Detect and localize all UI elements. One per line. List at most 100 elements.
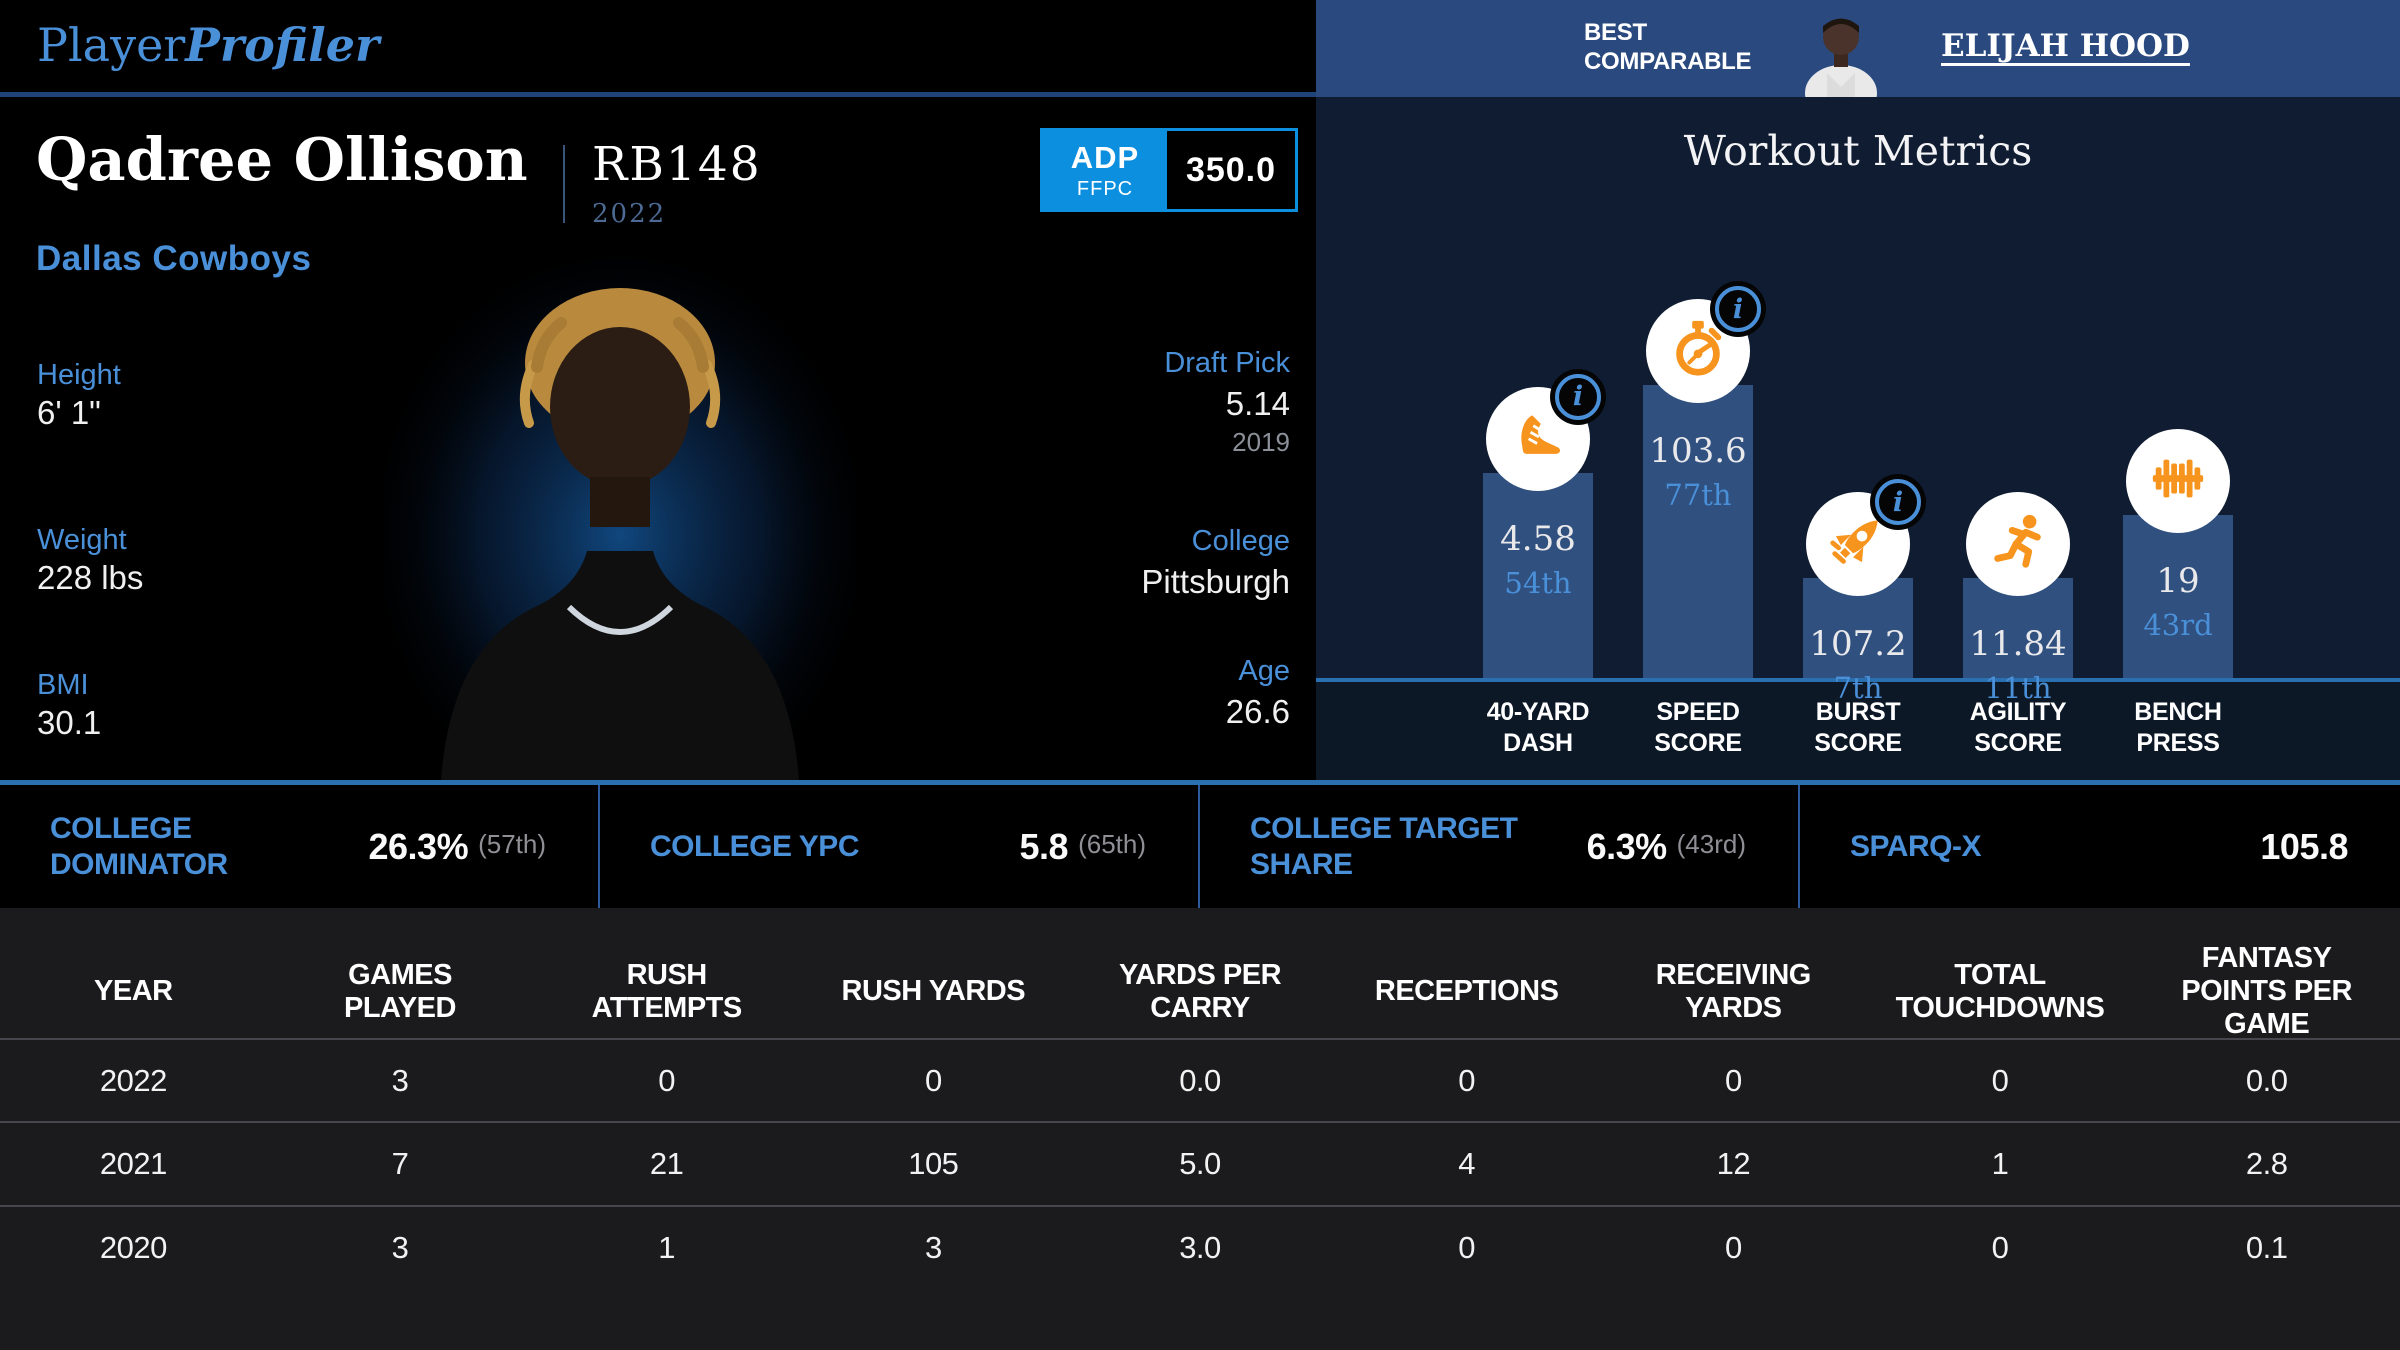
table-cell: 3.0 (1179, 1230, 1221, 1265)
college-stat-value: 5.8 (1019, 825, 1069, 867)
table-cell-year: 2022 (99, 1062, 167, 1098)
age-item: Age 26.6 (1226, 655, 1290, 731)
college-stat-cell: COLLEGE DOMINATOR 26.3% (57th) (0, 785, 600, 908)
metric-axis-label: BENCH PRESS (2134, 698, 2222, 757)
workout-metrics-title: Workout Metrics (1683, 127, 2033, 175)
metric-axis-label: AGILITY SCORE (1969, 698, 2067, 757)
table-header-cell: RUSH YARDS (841, 975, 1026, 1007)
table-header-cell: TOTAL TOUCHDOWNS (1895, 958, 2105, 1024)
table-cell: 1 (658, 1230, 676, 1265)
best-comparable-header: BEST COMPARABLE ELIJAH HOOD (1316, 0, 2400, 121)
workout-metrics-panel: Workout Metrics 4.58 54th i 40-YARD DASH 103… (1316, 97, 2400, 780)
metric-percentile: 77th (1664, 478, 1732, 513)
college-stat-cell: SPARQ-X 105.8 (1800, 785, 2400, 908)
comparable-player-link[interactable]: ELIJAH HOOD (1941, 28, 2190, 64)
college-stat-valuewrap: 26.3% (57th) (369, 826, 547, 868)
college-stat-percentile: (57th) (478, 828, 546, 859)
table-row-divider (0, 1038, 2400, 1040)
table-cell: 5.0 (1179, 1146, 1221, 1181)
college-stat-valuewrap: 5.8 (65th) (1020, 826, 1146, 868)
adp-label: ADP (1070, 139, 1140, 175)
table-cell: 0 (924, 1062, 942, 1098)
table-cell: 0 (1458, 1062, 1476, 1098)
metric-bar: 11.84 11th (1963, 578, 2073, 705)
metric-percentile: 11th (1984, 671, 2052, 705)
college-stat-label: COLLEGE TARGET SHARE (1250, 811, 1518, 881)
college-stat-value: 105.8 (2260, 825, 2348, 867)
table-cell: 1 (1991, 1146, 2009, 1181)
age-value: 26.6 (1225, 693, 1290, 730)
age-label: Age (1238, 655, 1290, 687)
draft-pick-item: Draft Pick 5.14 2019 (1164, 347, 1290, 458)
college-stat-label: COLLEGE YPC (650, 829, 859, 863)
player-headshot-icon (1805, 18, 1877, 121)
name-rank-divider (563, 145, 565, 223)
rank-year: 2022 (592, 199, 667, 229)
college-stat-valuewrap: 6.3% (43rd) (1587, 826, 1746, 868)
table-row-divider (0, 1205, 2400, 1207)
player-team: Dallas Cowboys (36, 239, 312, 278)
info-icon[interactable]: i (1555, 373, 1601, 420)
info-icon[interactable]: i (1715, 286, 1761, 333)
table-header-cell: YEAR (94, 975, 173, 1007)
table-cell-year: 2021 (99, 1146, 167, 1181)
player-profiler-logo[interactable]: PlayerProfiler (37, 18, 379, 72)
college-item: College Pittsburgh (1141, 525, 1290, 601)
height-value: 6' 1" (37, 394, 101, 431)
metric-percentile: 43rd (2143, 607, 2213, 642)
logo-text-italic: Profiler (185, 18, 380, 72)
metric-value: 19 (2156, 560, 2200, 601)
college-stat-value: 6.3% (1586, 825, 1668, 867)
college-stat-valuewrap: 105.8 (2260, 826, 2348, 868)
table-row: 2021 7 21 105 5.0 4 12 1 2.8 (0, 1123, 2400, 1205)
metric-value: 11.84 (1969, 624, 2067, 664)
table-cell: 12 (1716, 1146, 1751, 1181)
metric-value: 103.6 (1649, 431, 1747, 472)
table-cell: 0 (1991, 1230, 2009, 1265)
college-stats-strip: COLLEGE DOMINATOR 26.3% (57th) COLLEGE YPC 5… (0, 780, 2400, 908)
metric-value: 4.58 (1500, 518, 1576, 559)
player-photo-silhouette (383, 235, 857, 780)
dumbbell-circle (2126, 428, 2230, 533)
draft-pick-label: Draft Pick (1164, 347, 1290, 379)
best-comparable-label: BEST COMPARABLE (1584, 19, 1752, 75)
table-cell: 3 (391, 1062, 409, 1098)
table-row: 2020 3 1 3 3.0 0 0 0 0.1 (0, 1207, 2400, 1289)
college-stat-value: 26.3% (368, 825, 469, 867)
table-cell: 21 (649, 1146, 684, 1181)
college-stat-cell: COLLEGE YPC 5.8 (65th) (600, 785, 1200, 908)
dumbbell-icon (2147, 447, 2209, 514)
college-value: Pittsburgh (1141, 563, 1290, 600)
weight-label: Weight (37, 524, 127, 556)
metric-label-zone (1316, 682, 2400, 780)
college-label: College (1191, 525, 1290, 557)
metric-bar: 4.58 54th (1483, 472, 1593, 678)
shoe-icon (1508, 406, 1568, 471)
table-cell: 3 (391, 1230, 409, 1265)
table-row-divider (0, 1121, 2400, 1123)
table-cell: 0.1 (2245, 1230, 2288, 1265)
info-icon[interactable]: i (1875, 479, 1921, 525)
college-stat-percentile: (43rd) (1676, 828, 1746, 859)
metric-percentile: 54th (1504, 565, 1572, 600)
metric-bar: 19 43rd (2123, 514, 2233, 678)
comparable-player-avatar[interactable] (1800, 3, 1882, 121)
adp-format-cell: ADP FFPC (1043, 131, 1167, 209)
table-cell: 2.8 (2245, 1146, 2288, 1181)
runner-circle (1966, 492, 2070, 596)
player-name: Qadree Ollison (36, 125, 528, 194)
height-label: Height (37, 359, 121, 391)
season-stats-table: YEAR GAMES PLAYED RUSH ATTEMPTS RUSH YARDS Y… (0, 908, 2400, 1350)
draft-pick-value: 5.14 (1225, 385, 1290, 422)
table-header-cell: RECEPTIONS (1374, 975, 1559, 1007)
table-cell: 105 (908, 1146, 959, 1181)
table-cell: 4 (1458, 1146, 1476, 1181)
table-cell: 0 (1724, 1062, 1742, 1098)
logo-text-regular: Player (37, 18, 186, 72)
stopwatch-icon (1667, 318, 1729, 385)
college-stat-cell: COLLEGE TARGET SHARE 6.3% (43rd) (1200, 785, 1800, 908)
rocket-icon (1827, 511, 1889, 578)
table-cell: 0 (658, 1062, 676, 1098)
table-header-cell: YARDS PER CARRY (1118, 958, 1282, 1024)
